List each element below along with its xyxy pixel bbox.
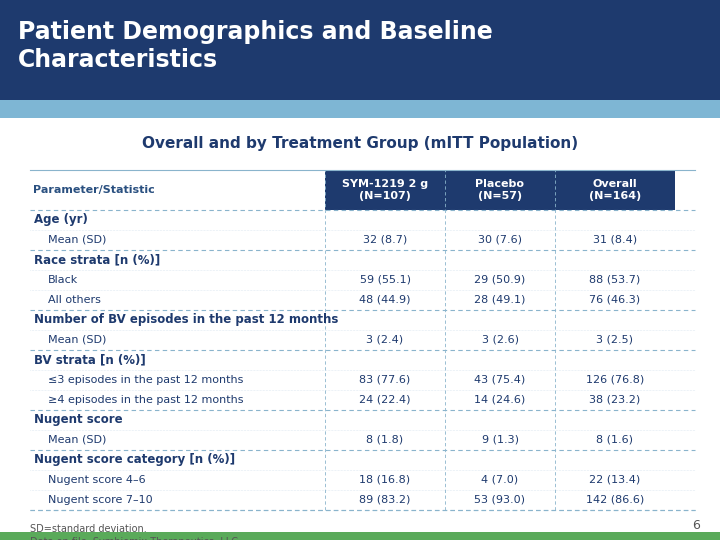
Text: BV strata [n (%)]: BV strata [n (%)]	[34, 354, 145, 367]
Text: ≤3 episodes in the past 12 months: ≤3 episodes in the past 12 months	[48, 375, 243, 385]
Text: 43 (75.4): 43 (75.4)	[474, 375, 526, 385]
Text: SD=standard deviation.: SD=standard deviation.	[30, 524, 147, 534]
Text: 32 (8.7): 32 (8.7)	[363, 235, 407, 245]
Text: Mean (SD): Mean (SD)	[48, 435, 107, 445]
Text: Data on file. Symbiomix Therapeutics, LLC.: Data on file. Symbiomix Therapeutics, LL…	[30, 537, 241, 540]
Text: Age (yr): Age (yr)	[34, 213, 88, 226]
Text: All others: All others	[48, 295, 101, 305]
Text: Nugent score 7–10: Nugent score 7–10	[48, 495, 153, 505]
Text: 6: 6	[692, 519, 700, 532]
Text: 9 (1.3): 9 (1.3)	[482, 435, 518, 445]
Text: Black: Black	[48, 275, 78, 285]
Bar	[0, 0, 720, 100]
Text: 28 (49.1): 28 (49.1)	[474, 295, 526, 305]
Text: Race strata [n (%)]: Race strata [n (%)]	[34, 253, 161, 267]
Text: 76 (46.3): 76 (46.3)	[590, 295, 641, 305]
Text: 8 (1.6): 8 (1.6)	[596, 435, 634, 445]
Text: 3 (2.5): 3 (2.5)	[596, 335, 634, 345]
Text: SYM-1219 2 g
(N=107): SYM-1219 2 g (N=107)	[342, 179, 428, 201]
Text: Number of BV episodes in the past 12 months: Number of BV episodes in the past 12 mon…	[34, 314, 338, 327]
Text: 53 (93.0): 53 (93.0)	[474, 495, 526, 505]
Text: 30 (7.6): 30 (7.6)	[478, 235, 522, 245]
Text: Placebo
(N=57): Placebo (N=57)	[475, 179, 524, 201]
Text: Mean (SD): Mean (SD)	[48, 335, 107, 345]
Text: Nugent score: Nugent score	[34, 414, 122, 427]
Text: Mean (SD): Mean (SD)	[48, 235, 107, 245]
Text: Overall and by Treatment Group (mITT Population): Overall and by Treatment Group (mITT Pop…	[142, 136, 578, 151]
Text: 22 (13.4): 22 (13.4)	[590, 475, 641, 485]
Text: 3 (2.6): 3 (2.6)	[482, 335, 518, 345]
Text: 142 (86.6): 142 (86.6)	[586, 495, 644, 505]
Text: 8 (1.8): 8 (1.8)	[366, 435, 404, 445]
Text: Nugent score category [n (%)]: Nugent score category [n (%)]	[34, 454, 235, 467]
Text: 31 (8.4): 31 (8.4)	[593, 235, 637, 245]
Text: ≥4 episodes in the past 12 months: ≥4 episodes in the past 12 months	[48, 395, 243, 405]
Bar	[325, 170, 675, 210]
Text: 89 (83.2): 89 (83.2)	[359, 495, 410, 505]
Text: Overall
(N=164): Overall (N=164)	[589, 179, 641, 201]
Text: 88 (53.7): 88 (53.7)	[590, 275, 641, 285]
Text: 83 (77.6): 83 (77.6)	[359, 375, 410, 385]
Text: 38 (23.2): 38 (23.2)	[590, 395, 641, 405]
Text: Parameter/Statistic: Parameter/Statistic	[33, 185, 155, 195]
Text: 126 (76.8): 126 (76.8)	[586, 375, 644, 385]
Bar	[0, 532, 720, 540]
Text: 18 (16.8): 18 (16.8)	[359, 475, 410, 485]
Text: 14 (24.6): 14 (24.6)	[474, 395, 526, 405]
Text: Nugent score 4–6: Nugent score 4–6	[48, 475, 145, 485]
Text: Patient Demographics and Baseline
Characteristics: Patient Demographics and Baseline Charac…	[18, 20, 492, 72]
Bar	[0, 100, 720, 118]
Text: 48 (44.9): 48 (44.9)	[359, 295, 410, 305]
Text: 59 (55.1): 59 (55.1)	[359, 275, 410, 285]
Text: 4 (7.0): 4 (7.0)	[482, 475, 518, 485]
Text: 3 (2.4): 3 (2.4)	[366, 335, 404, 345]
Text: 29 (50.9): 29 (50.9)	[474, 275, 526, 285]
Text: 24 (22.4): 24 (22.4)	[359, 395, 410, 405]
